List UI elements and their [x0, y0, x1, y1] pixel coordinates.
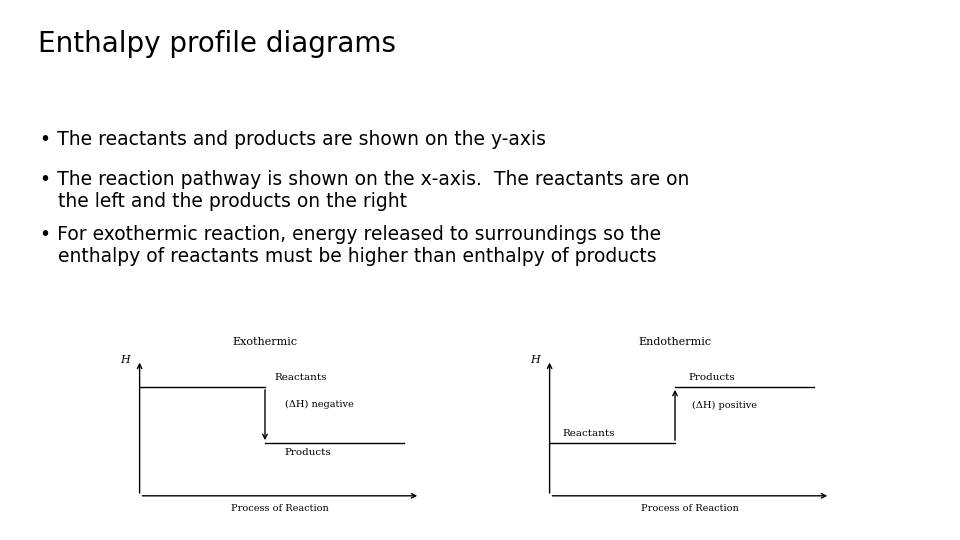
Text: Process of Reaction: Process of Reaction: [231, 504, 328, 513]
Text: Reactants: Reactants: [275, 373, 327, 382]
Text: (ΔH) negative: (ΔH) negative: [285, 400, 353, 409]
Text: • The reaction pathway is shown on the x-axis.  The reactants are on: • The reaction pathway is shown on the x…: [40, 170, 689, 189]
Text: Exothermic: Exothermic: [232, 337, 298, 347]
Text: enthalpy of reactants must be higher than enthalpy of products: enthalpy of reactants must be higher tha…: [40, 247, 657, 266]
Text: the left and the products on the right: the left and the products on the right: [40, 192, 407, 211]
Text: Enthalpy profile diagrams: Enthalpy profile diagrams: [38, 30, 396, 58]
Text: (ΔH) positive: (ΔH) positive: [691, 401, 756, 410]
Text: Process of Reaction: Process of Reaction: [641, 504, 739, 513]
Text: Endothermic: Endothermic: [638, 337, 711, 347]
Text: H: H: [530, 355, 540, 365]
Text: • The reactants and products are shown on the y-axis: • The reactants and products are shown o…: [40, 130, 546, 149]
Text: Products: Products: [688, 373, 735, 382]
Text: • For exothermic reaction, energy released to surroundings so the: • For exothermic reaction, energy releas…: [40, 225, 661, 244]
Text: H: H: [120, 355, 130, 365]
Text: Reactants: Reactants: [563, 429, 615, 438]
Text: Products: Products: [285, 448, 331, 457]
